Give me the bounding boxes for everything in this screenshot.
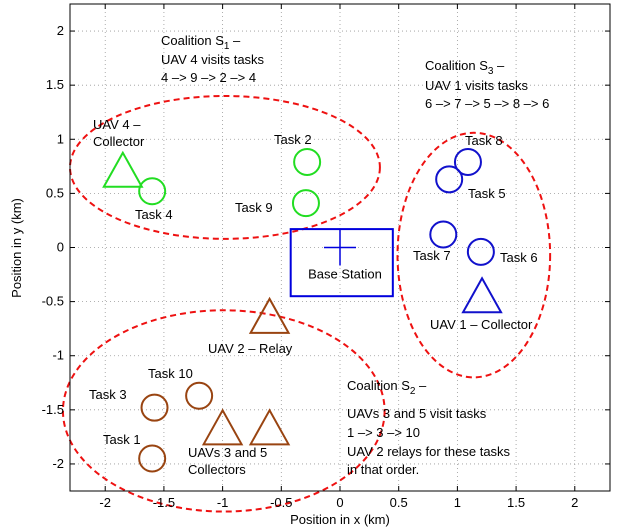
coalition-regions [61,94,552,513]
base-station-box [289,228,394,298]
coalition-s2-line5: in that order. [347,462,419,477]
x-tick-label: -1 [217,495,229,510]
annotation-uav4-line1: UAV 4 – [93,117,141,132]
uav-marker [201,408,244,446]
task-marker [138,177,167,206]
task-markers [138,148,495,473]
annotation-task9: Task 9 [235,200,273,215]
task-marker [138,444,167,473]
uav-marker [102,150,144,188]
task-marker [453,148,482,177]
axis-ticks: -2 -1.5 -1 -0.5 0 0.5 1 1.5 2 -2 -1.5 -1 -0.5 0 0.5 1 1.… [42,4,610,510]
annotation-uavs35-line1: UAVs 3 and 5 [188,445,267,460]
coalition-s1-line3: 4 –> 9 –> 2 –> 4 [161,70,256,85]
task-marker [293,148,322,177]
annotation-task1: Task 1 [103,432,141,447]
x-tick-label: 0 [336,495,343,510]
coalition-s2-line4: UAV 2 relays for these tasks [347,444,511,459]
coalition-s1-line2: UAV 4 visits tasks [161,52,265,67]
y-tick-label: 0.5 [46,185,64,200]
uav-markers [102,150,503,446]
annotation-task7: Task 7 [413,248,451,263]
coalition-s3-title: Coalition S3 – [425,58,505,77]
y-tick-label: 1.5 [46,77,64,92]
coalition-s3-line2: UAV 1 visits tasks [425,78,529,93]
task-marker [429,220,458,249]
y-tick-label: -2 [52,456,64,471]
task-marker [291,189,320,218]
task-marker [185,381,214,410]
annotation-task2: Task 2 [274,132,312,147]
x-tick-label: 1 [454,495,461,510]
coalition-region [61,309,386,513]
x-tick-label: -2 [99,495,111,510]
coalition-s2-line2: UAVs 3 and 5 visit tasks [347,406,487,421]
x-tick-label: -0.5 [270,495,292,510]
uav-marker [248,296,291,334]
task-marker [435,165,464,194]
y-tick-label: -0.5 [42,294,64,309]
y-axis-label: Position in y (km) [9,198,24,298]
annotation-task5: Task 5 [468,186,506,201]
coalition-s2-line3: 1 –> 3 –> 10 [347,425,420,440]
y-tick-label: 2 [57,23,64,38]
annotation-uav2: UAV 2 – Relay [208,341,293,356]
annotation-uavs35-line2: Collectors [188,462,246,477]
annotation-task10: Task 10 [148,366,193,381]
annotation-uav4-line2: Collector [93,134,145,149]
base-station: Base Station [289,228,394,298]
task-marker [140,393,169,422]
y-tick-label: 1 [57,131,64,146]
base-station-label: Base Station [308,267,382,282]
annotation-task8: Task 8 [465,133,503,148]
annotation-task4: Task 4 [135,207,173,222]
x-tick-label: 0.5 [390,495,408,510]
uav-marker [461,276,503,314]
annotation-uav1: UAV 1 – Collector [430,317,533,332]
x-tick-label: 2 [571,495,578,510]
uav-marker [248,408,291,446]
annotation-task6: Task 6 [500,250,538,265]
y-tick-label: -1.5 [42,402,64,417]
coalition-region [396,131,552,379]
y-tick-label: -1 [52,348,64,363]
x-axis-label: Position in x (km) [290,512,390,527]
x-tick-label: 1.5 [507,495,525,510]
coalition-s3-line3: 6 –> 7 –> 5 –> 8 –> 6 [425,96,549,111]
coalition-s1-title: Coalition S1 – [161,33,241,52]
x-tick-label: -1.5 [153,495,175,510]
task-marker [466,237,495,266]
y-tick-label: 0 [57,240,64,255]
annotation-task3: Task 3 [89,387,127,402]
coalition-region [69,94,381,240]
coalition-s2-title: Coalition S2 – [347,378,427,397]
